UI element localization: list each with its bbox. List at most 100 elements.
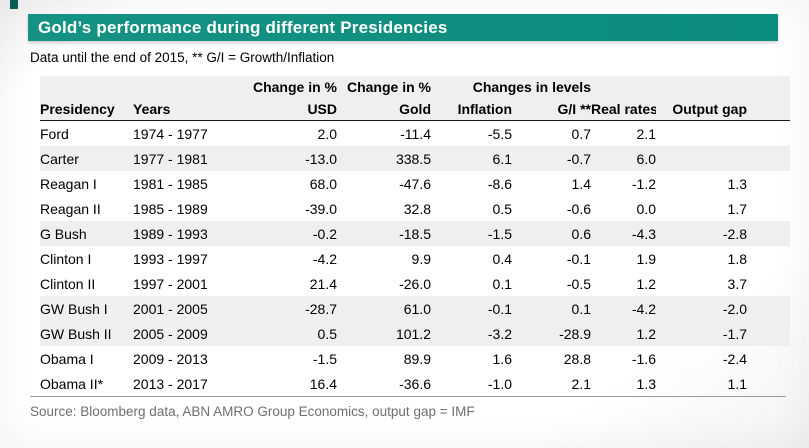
cell-real-rates: 1.9 xyxy=(636,250,656,267)
cell-years: 1981 - 1985 xyxy=(133,175,208,192)
cell-real-rates: 6.0 xyxy=(591,146,656,171)
table-row: Carter 1977 - 1981 -13.0 338.5 6.1 -0.7 6.0 xyxy=(40,146,790,171)
cell-gi: -0.7 xyxy=(512,146,591,171)
cell-gold: 338.5 xyxy=(337,146,431,171)
table-bottom-rule xyxy=(30,396,786,397)
cell-gold: 32.8 xyxy=(403,200,431,217)
cell-output-gap: 1.1 xyxy=(727,375,747,392)
cell-output-gap xyxy=(656,146,790,171)
cell-presidency: Clinton I xyxy=(40,250,92,267)
cell-inflation: 0.4 xyxy=(492,250,512,267)
cell-output-gap: 1.8 xyxy=(727,250,747,267)
cell-real-rates: 2.1 xyxy=(636,125,656,142)
cell-inflation: -3.2 xyxy=(431,321,512,346)
table-row: Ford 1974 - 1977 2.0 -11.4 -5.5 0.7 2.1 xyxy=(40,121,790,147)
cell-real-rates: -1.2 xyxy=(631,175,656,192)
cell-gold: -26.0 xyxy=(399,275,431,292)
table-row: Obama II* 2013 - 2017 16.4 -36.6 -1.0 2.1 1.3 1… xyxy=(40,371,790,396)
cell-years: 1993 - 1997 xyxy=(133,250,208,267)
cell-usd: 68.0 xyxy=(309,175,337,192)
cell-inflation: 6.1 xyxy=(431,146,512,171)
cell-inflation: -8.6 xyxy=(487,175,512,192)
cell-inflation: 0.1 xyxy=(492,275,512,292)
cell-real-rates: -1.6 xyxy=(631,350,656,367)
cell-gi: -0.5 xyxy=(566,275,591,292)
cell-output-gap: -2.8 xyxy=(656,221,790,246)
cell-output-gap: 1.3 xyxy=(727,175,747,192)
col-header-gold: Gold xyxy=(337,98,431,121)
col-header-usd: USD xyxy=(245,98,337,121)
cell-presidency: Clinton II xyxy=(40,275,96,292)
cell-years: 1989 - 1993 xyxy=(133,221,245,246)
figure-title: Gold’s performance during different Pres… xyxy=(38,17,448,37)
cell-output-gap xyxy=(656,121,790,147)
col-header-gi: G/I ** xyxy=(512,98,591,121)
cell-presidency: Reagan II xyxy=(40,200,101,217)
cell-gold: -18.5 xyxy=(337,221,431,246)
cell-years: 2013 - 2017 xyxy=(133,375,208,392)
cell-usd: -39.0 xyxy=(305,200,337,217)
cell-gold: -36.6 xyxy=(399,375,431,392)
cell-usd: 21.4 xyxy=(309,275,337,292)
spanner-empty-left xyxy=(40,76,245,98)
cell-years: 1974 - 1977 xyxy=(133,125,208,142)
cell-presidency: Obama II* xyxy=(40,375,104,392)
cell-presidency: GW Bush I xyxy=(40,296,133,321)
cell-presidency: G Bush xyxy=(40,221,133,246)
cell-real-rates: 1.3 xyxy=(636,375,656,392)
table-row: Reagan II 1985 - 1989 -39.0 32.8 0.5 -0.6 0.0 1… xyxy=(40,196,790,221)
cell-inflation: -5.5 xyxy=(487,125,512,142)
table-row: Clinton II 1997 - 2001 21.4 -26.0 0.1 -0.5 1.2… xyxy=(40,271,790,296)
cell-inflation: 1.6 xyxy=(492,350,512,367)
cell-years: 2005 - 2009 xyxy=(133,321,245,346)
cell-output-gap: 1.7 xyxy=(727,200,747,217)
cell-usd: -4.2 xyxy=(312,250,337,267)
cell-gi: 28.8 xyxy=(563,350,591,367)
cell-years: 2001 - 2005 xyxy=(133,296,245,321)
cell-real-rates: 1.2 xyxy=(591,321,656,346)
cell-gi: 0.7 xyxy=(571,125,591,142)
cell-usd: -1.5 xyxy=(312,350,337,367)
cell-presidency: GW Bush II xyxy=(40,321,133,346)
cell-usd: -28.7 xyxy=(245,296,337,321)
cell-gi: 1.4 xyxy=(571,175,591,192)
cell-usd: -0.2 xyxy=(245,221,337,246)
cell-presidency: Obama I xyxy=(40,350,94,367)
cell-real-rates: -4.2 xyxy=(591,296,656,321)
cell-presidency: Carter xyxy=(40,146,133,171)
cell-usd: 2.0 xyxy=(317,125,337,142)
cell-years: 1985 - 1989 xyxy=(133,200,208,217)
cell-gold: 9.9 xyxy=(411,250,431,267)
cell-gi: 0.6 xyxy=(512,221,591,246)
cell-output-gap: -2.0 xyxy=(656,296,790,321)
table-row: G Bush 1989 - 1993 -0.2 -18.5 -1.5 0.6 -4.3 -2.… xyxy=(40,221,790,246)
cell-usd: 16.4 xyxy=(309,375,337,392)
cell-usd: -13.0 xyxy=(245,146,337,171)
col-header-inflation: Inflation xyxy=(431,98,512,121)
spanner-empty-right xyxy=(591,76,790,98)
cell-gi: -0.1 xyxy=(566,250,591,267)
cell-real-rates: -4.3 xyxy=(591,221,656,246)
spanner-row: Change in % Change in % Changes in level… xyxy=(40,76,790,98)
cell-output-gap: -2.4 xyxy=(722,350,747,367)
spanner-change-pct-gold: Change in % xyxy=(337,76,431,98)
col-header-real-rates: Real rates xyxy=(591,98,656,121)
table-row: Clinton I 1993 - 1997 -4.2 9.9 0.4 -0.1 1.9 1.8 xyxy=(40,246,790,271)
table-row: Reagan I 1981 - 1985 68.0 -47.6 -8.6 1.4 -1.2 1… xyxy=(40,171,790,196)
cell-gi: 2.1 xyxy=(571,375,591,392)
cell-inflation: -1.0 xyxy=(487,375,512,392)
cell-real-rates: 1.2 xyxy=(636,275,656,292)
cell-inflation: -1.5 xyxy=(431,221,512,246)
table-row: Obama I 2009 - 2013 -1.5 89.9 1.6 28.8 -1.6 -2.… xyxy=(40,346,790,371)
cell-output-gap: -1.7 xyxy=(656,321,790,346)
column-header-row: Presidency Years USD Gold Inflation G/I … xyxy=(40,98,790,121)
cell-gold: -11.4 xyxy=(400,125,431,142)
cell-years: 2009 - 2013 xyxy=(133,350,208,367)
table-body: Ford 1974 - 1977 2.0 -11.4 -5.5 0.7 2.1 Carter 1… xyxy=(40,121,790,397)
corner-accent-square xyxy=(10,0,18,9)
cell-gold: 89.9 xyxy=(403,350,431,367)
cell-inflation: 0.5 xyxy=(492,200,512,217)
spanner-changes-in-levels: Changes in levels xyxy=(431,76,591,98)
cell-real-rates: 0.0 xyxy=(636,200,656,217)
cell-gold: 101.2 xyxy=(337,321,431,346)
